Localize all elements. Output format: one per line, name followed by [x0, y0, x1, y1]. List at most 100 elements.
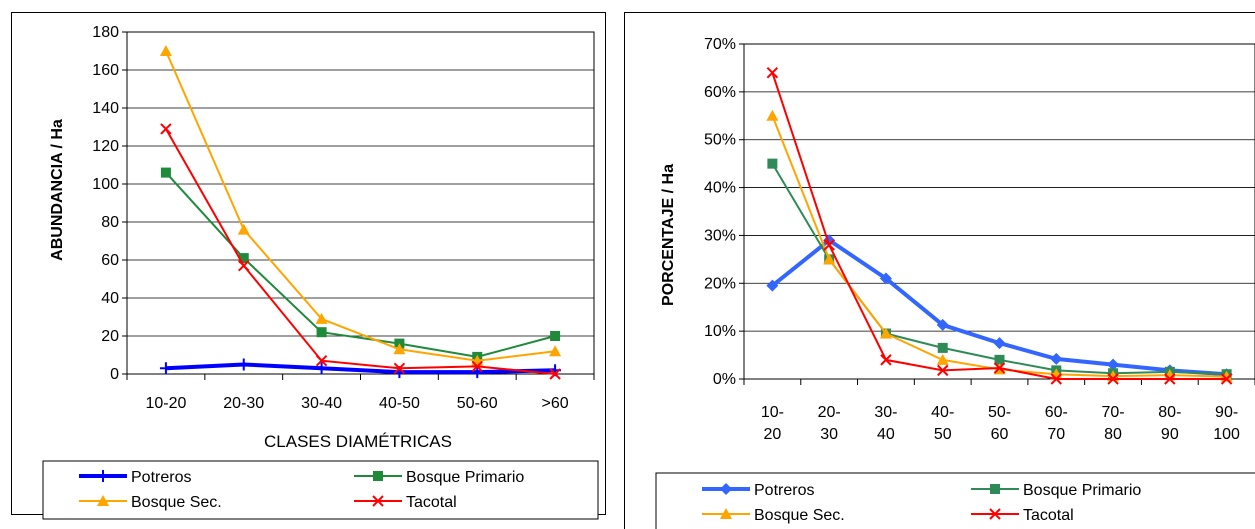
legend-marker-potreros	[720, 483, 732, 495]
y-tick-label: 140	[92, 100, 119, 117]
chart-frame	[11, 12, 606, 515]
data-point-tacotal	[238, 259, 250, 272]
data-point-tacotal	[937, 364, 949, 377]
x-tick-label: 80-	[1158, 404, 1181, 421]
legend-label-tacotal: Tacotal	[1023, 507, 1074, 524]
data-point-bosque-primario	[238, 253, 249, 264]
x-tick-label: 30	[820, 426, 838, 443]
x-tick-label: 10-	[761, 404, 784, 421]
data-point-bosque-primario	[937, 342, 948, 353]
data-point-potreros	[766, 279, 779, 292]
data-point-bosque-sec	[159, 45, 172, 56]
x-tick-label: 100	[1213, 426, 1240, 443]
y-tick-label: 160	[92, 62, 119, 79]
legend-label-potreros: Potreros	[131, 469, 191, 486]
y-tick-label: 30%	[704, 227, 736, 244]
y-tick-label: 60	[101, 252, 119, 269]
data-point-tacotal	[549, 368, 561, 380]
series-line-tacotal	[165, 128, 556, 375]
legend-label-bosque-primario: Bosque Primario	[406, 469, 524, 486]
data-point-bosque-primario	[550, 331, 561, 341]
y-tick-label: 100	[92, 176, 119, 193]
y-tick-label: 120	[92, 138, 119, 155]
y-axis-title: PORCENTAJE / Ha	[660, 164, 677, 306]
legend-marker-bosque-sec	[720, 508, 732, 519]
x-tick-label: 90	[1161, 426, 1179, 443]
legend-marker-bosque-primario	[373, 471, 383, 481]
x-tick-label: 70	[1047, 426, 1065, 443]
legend-label-bosque-sec: Bosque Sec.	[754, 507, 845, 524]
x-tick-label: 50-60	[457, 395, 498, 412]
data-point-tacotal	[393, 362, 406, 375]
y-axis-title: ABUNDANCIA / Ha	[49, 119, 66, 261]
series-line-bosque-sec	[164, 50, 556, 362]
x-tick-label: 10-20	[145, 395, 186, 412]
legend-label-tacotal: Tacotal	[406, 494, 457, 511]
chart-1: 0 20 40 60 80 100 120 140 160 180 10-20 20-30 30-40 4…	[11, 12, 606, 520]
x-tick-label: 40-50	[379, 395, 420, 412]
data-point-tacotal	[880, 354, 892, 366]
x-tick-label: 50	[934, 426, 952, 443]
legend-label-bosque-primario: Bosque Primario	[1023, 482, 1141, 499]
data-point-potreros	[1050, 352, 1063, 365]
legend-marker-tacotal	[989, 508, 1001, 520]
legend-marker-tacotal	[372, 495, 384, 507]
data-point-tacotal	[823, 239, 835, 251]
x-tick-label: >60	[542, 395, 569, 412]
data-point-potreros	[237, 358, 250, 371]
data-point-tacotal	[471, 360, 483, 373]
legend-marker-potreros	[97, 470, 109, 482]
data-point-bosque-sec	[393, 343, 406, 355]
data-point-bosque-sec	[549, 345, 562, 357]
data-point-potreros	[936, 318, 949, 331]
legend	[655, 472, 1255, 529]
chart-frame	[624, 12, 1255, 529]
series-tacotal	[160, 123, 561, 380]
data-point-bosque-sec	[766, 109, 779, 121]
x-tick-label: 60	[991, 426, 1009, 443]
x-tick-label: 90-	[1215, 404, 1238, 421]
chart-2: 0% 10% 20% 30% 40% 50% 60% 70% 10- 20 20- 30 30- 40 40…	[624, 12, 1255, 529]
y-tick-label: 60%	[704, 84, 736, 101]
data-point-bosque-sec	[315, 312, 328, 324]
data-point-tacotal	[1107, 373, 1119, 385]
data-point-potreros	[315, 362, 328, 375]
data-point-tacotal	[993, 362, 1006, 374]
x-tick-label: 30-	[874, 404, 897, 421]
x-tick-label: 50-	[988, 404, 1011, 421]
x-axis-title: CLASES DIAMÉTRICAS	[264, 432, 452, 451]
series-line-potreros	[165, 362, 556, 375]
legend-label-bosque-sec: Bosque Sec.	[131, 494, 222, 511]
x-tick-label: 20-	[818, 404, 841, 421]
data-point-tacotal	[1220, 373, 1233, 385]
x-tick-label: 80	[1104, 426, 1122, 443]
y-tick-label: 20%	[704, 275, 736, 292]
data-point-potreros	[471, 366, 484, 379]
y-tick-label: 20	[101, 328, 119, 345]
data-point-tacotal	[315, 354, 328, 367]
x-tick-label: 20-30	[223, 395, 264, 412]
data-point-bosque-primario	[994, 354, 1005, 365]
legend	[42, 460, 599, 520]
y-tick-label: 40%	[704, 180, 736, 197]
x-tick-label: 40-	[931, 404, 954, 421]
data-point-potreros	[159, 362, 172, 375]
data-point-potreros	[993, 337, 1006, 350]
data-point-bosque-sec	[936, 353, 949, 365]
series-tacotal	[766, 67, 1233, 385]
plot-area	[743, 43, 1255, 380]
legend-marker-bosque-primario	[990, 484, 1000, 494]
data-point-bosque-primario	[160, 167, 171, 178]
data-point-tacotal	[1164, 373, 1176, 385]
data-point-bosque-sec	[237, 223, 250, 235]
data-point-potreros	[1107, 358, 1120, 371]
y-tick-label: 70%	[704, 36, 736, 53]
y-tick-label: 0	[110, 366, 119, 383]
y-tick-label: 0%	[713, 371, 736, 388]
x-tick-label: 30-40	[301, 395, 342, 412]
legend-label-potreros: Potreros	[754, 482, 814, 499]
x-tick-label: 20	[763, 426, 781, 443]
data-point-bosque-sec	[823, 253, 836, 265]
x-tick-label: 60-	[1045, 404, 1068, 421]
